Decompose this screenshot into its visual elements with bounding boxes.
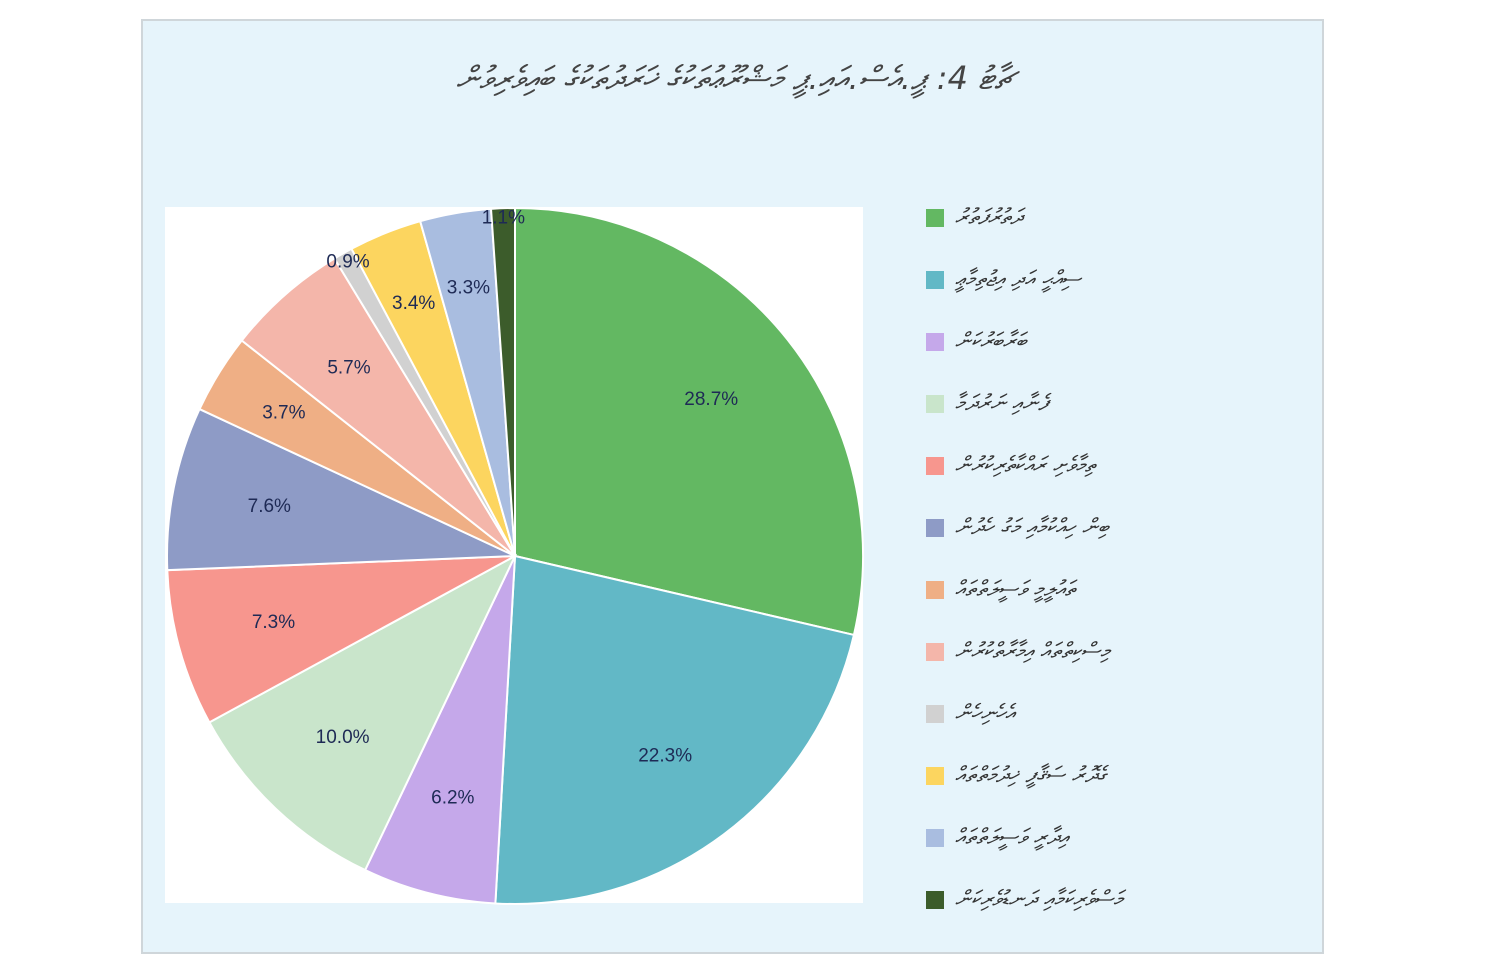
- legend-swatch: [926, 457, 944, 475]
- legend-swatch: [926, 891, 944, 909]
- legend-swatch: [926, 829, 944, 847]
- data-label: 28.7%: [684, 389, 738, 410]
- legend-swatch: [926, 643, 944, 661]
- pie-slice: [489, 206, 516, 557]
- legend-label: ބަރާބަރުކަން: [955, 329, 1029, 354]
- legend-swatch: [926, 581, 944, 599]
- pie-slice: [363, 555, 516, 905]
- data-label: 7.3%: [252, 612, 295, 633]
- legend-swatch: [926, 705, 944, 723]
- legend-label: ސިއްޙީ އަދި އިޖުތިމާޢީ: [954, 267, 1082, 293]
- legend-swatch: [926, 271, 944, 289]
- pie-slice: [207, 553, 518, 872]
- pie-slice: [494, 554, 856, 905]
- data-label: 3.4%: [392, 293, 435, 314]
- data-label: 6.2%: [431, 788, 474, 809]
- data-label: 10.0%: [316, 727, 370, 748]
- legend-swatch: [926, 519, 944, 537]
- legend-label: މަސްވެރިކަމާއި ދަނޑުވެރިކަން: [955, 887, 1127, 912]
- legend-swatch: [926, 395, 944, 413]
- pie-slice: [240, 257, 516, 557]
- data-label: 5.7%: [327, 357, 370, 378]
- data-label: 3.7%: [262, 403, 305, 424]
- legend-label: ދަތުރުފަތުރު: [955, 205, 1027, 230]
- legend-label: ތިމާވެށި ރައްކާތެރިކުރުން: [955, 453, 1098, 478]
- data-label: 22.3%: [638, 746, 692, 767]
- legend-label: އިދާރީ ވަސީލަތްތައް: [955, 825, 1071, 851]
- legend-label: މިސްކިތްތައް އިމާރާތްކުރުން: [955, 639, 1112, 664]
- chart-title: ޗާޓު 4: ޕީ.އެސް.އައި.ޕީ މަޝްރޫޢުތަކުގެ ޚ…: [456, 59, 1020, 99]
- pie-slice: [166, 555, 516, 724]
- data-label: 1.1%: [482, 208, 525, 229]
- legend-swatch: [926, 333, 944, 351]
- legend-label: ތައުލީމީ ވަސީލަތްތައް: [955, 577, 1079, 603]
- legend-swatch: [926, 209, 944, 227]
- legend-label: ފެނާއި ނަރުދަމާ: [955, 391, 1052, 416]
- data-label: 7.6%: [248, 496, 291, 517]
- legend-label: އެހެނިހެން: [955, 701, 1017, 726]
- data-label: 3.3%: [447, 278, 490, 299]
- legend-swatch: [926, 767, 944, 785]
- legend-label: ބިން ހިއްކުމާއި މަގު ހެދުން: [955, 515, 1110, 540]
- pie-slice: [514, 206, 864, 637]
- legend-label: ގެދޮރު ސަޤާފީ ޚިދުމަތްތައް: [955, 763, 1110, 789]
- data-label: 0.9%: [326, 252, 369, 273]
- pie-slice: [166, 407, 516, 572]
